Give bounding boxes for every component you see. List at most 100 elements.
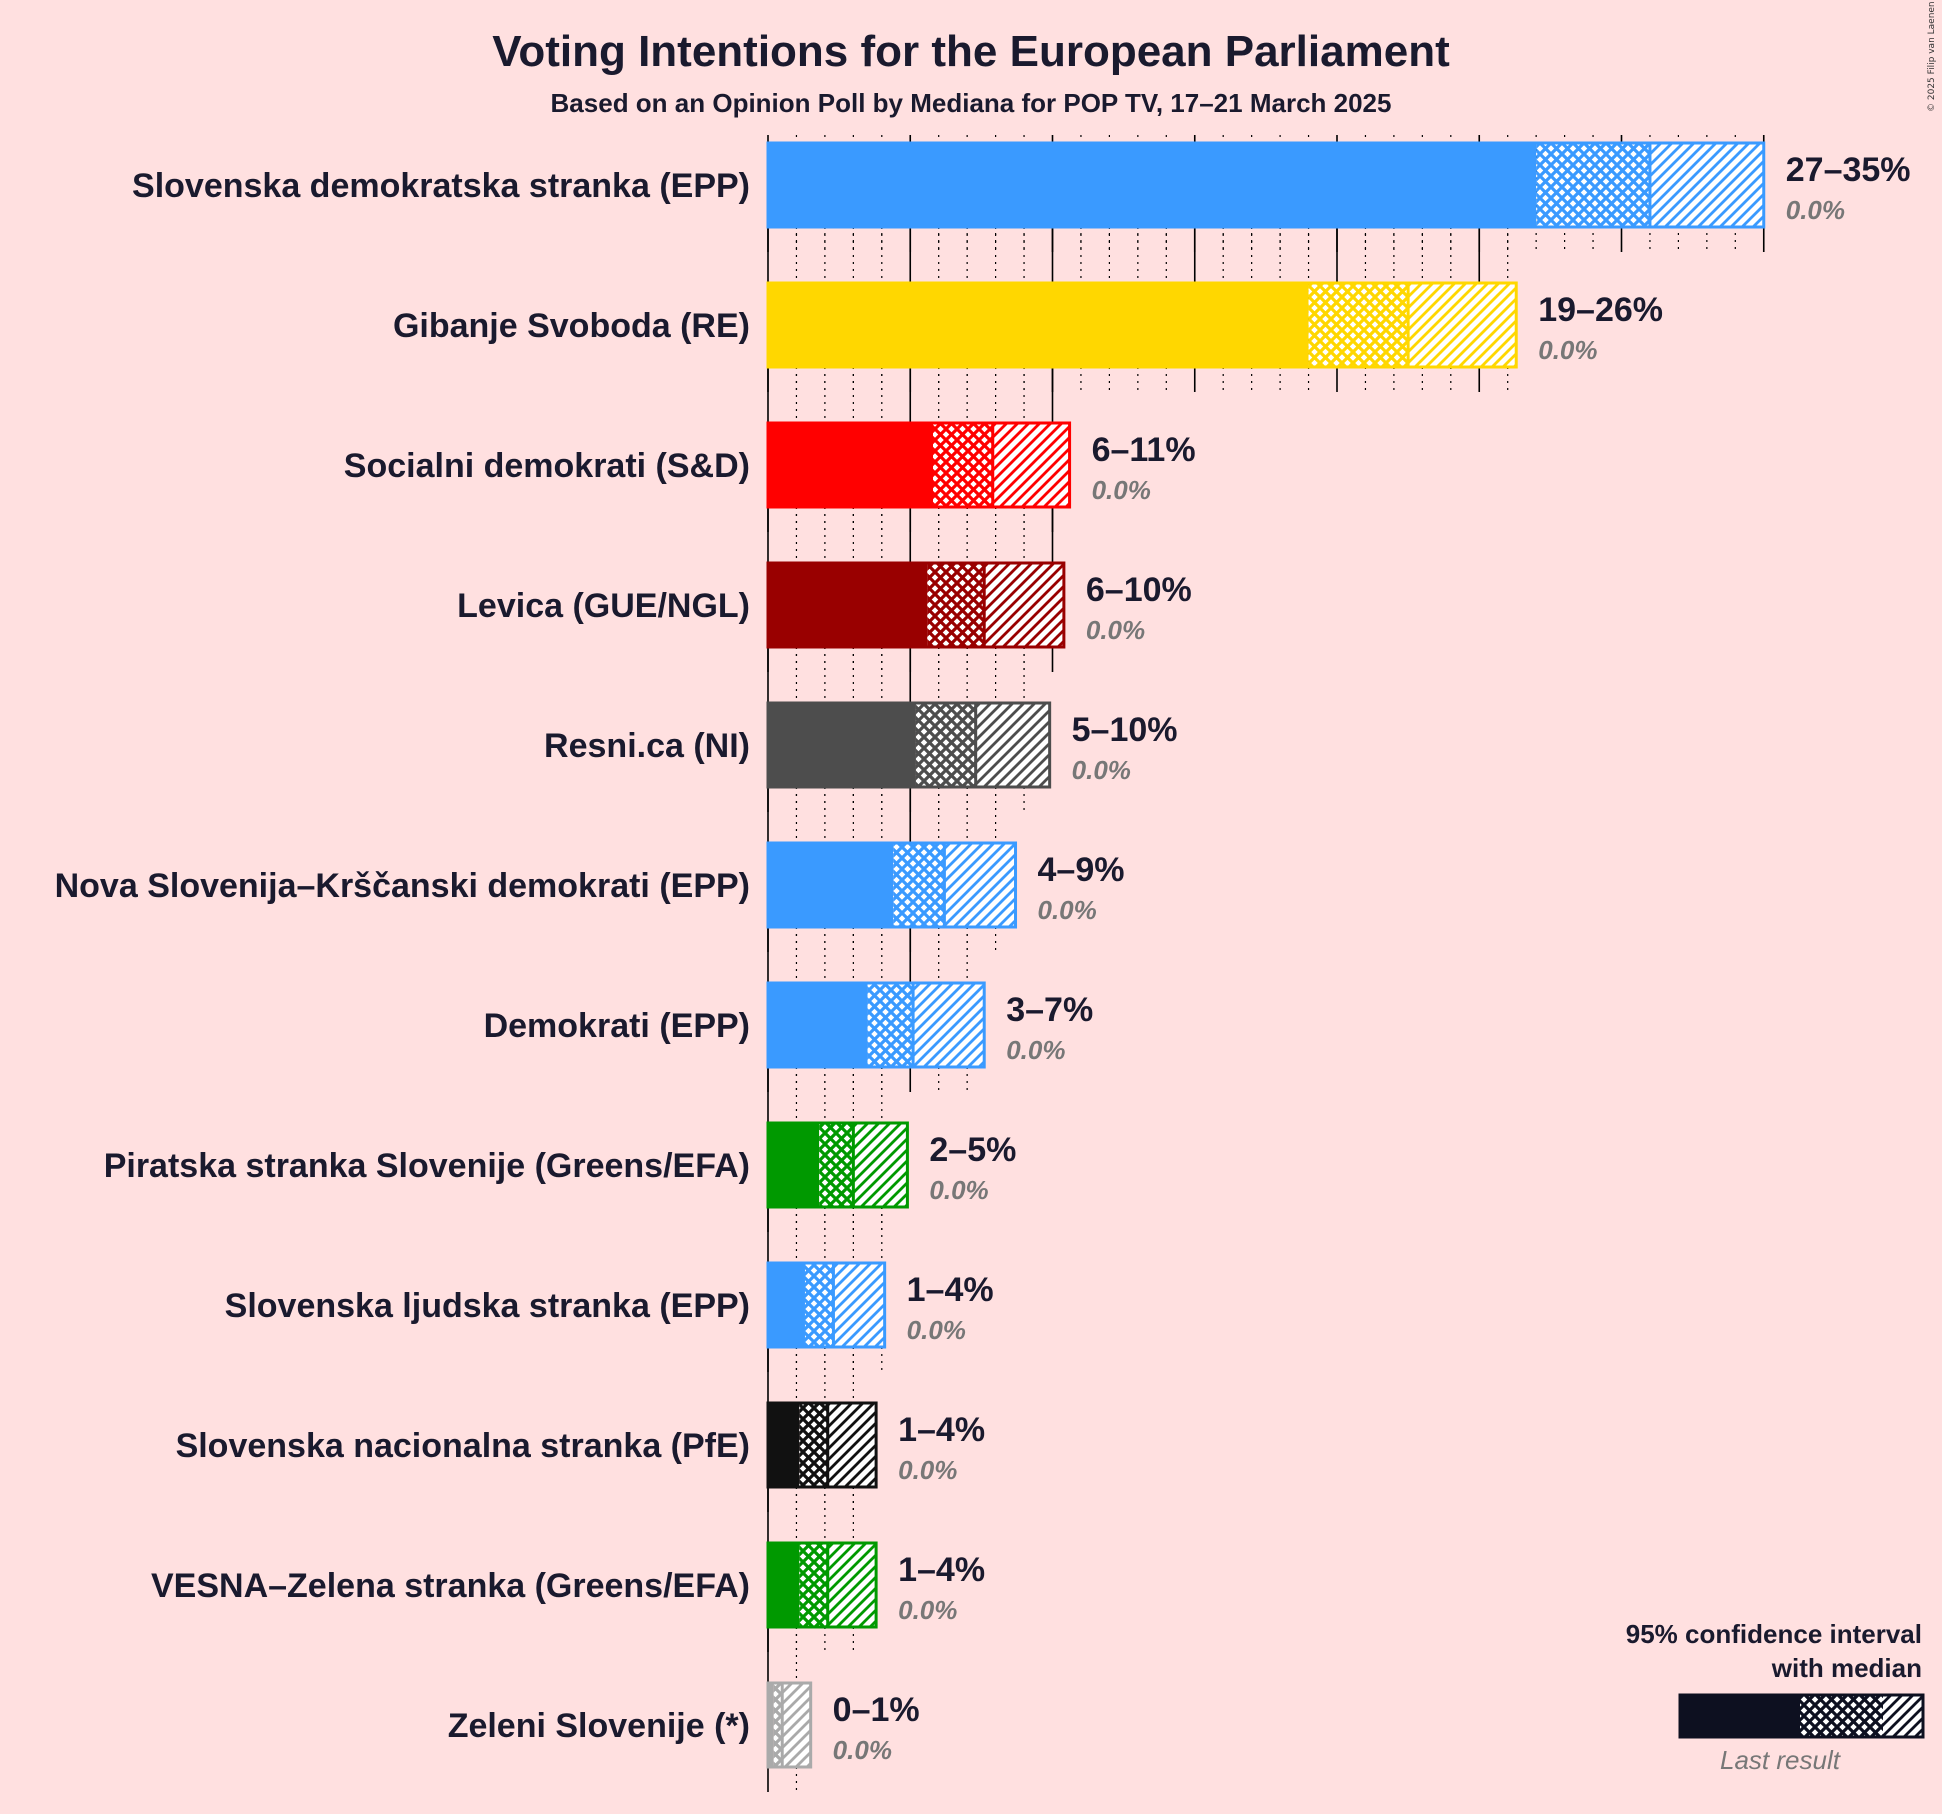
party-label: Piratska stranka Slovenije (Greens/EFA) — [104, 1147, 750, 1185]
chart-title: Voting Intentions for the European Parli… — [492, 27, 1450, 76]
last-result-label: 0.0% — [1006, 1035, 1065, 1065]
bar-row: Demokrati (EPP) 3–7% 0.0% — [484, 981, 1093, 1069]
bar-ci-lower — [933, 423, 993, 507]
party-label: Zeleni Slovenije (*) — [448, 1707, 750, 1745]
last-result-label: 0.0% — [1038, 895, 1097, 925]
last-result-label: 0.0% — [929, 1175, 988, 1205]
bar-row: VESNA–Zelena stranka (Greens/EFA) 1–4% 0.0… — [151, 1541, 985, 1629]
bar-outline — [766, 1681, 813, 1769]
bar-ci-upper — [1408, 283, 1517, 367]
copyright: © 2025 Filip van Laenen — [1927, 1, 1937, 112]
bar-ci-lower — [867, 983, 914, 1067]
legend-median-label: with median — [1771, 1653, 1922, 1683]
legend: 95% confidence interval with median Last… — [1626, 1619, 1925, 1775]
bar-outline — [766, 1401, 878, 1489]
range-label: 19–26% — [1538, 291, 1663, 329]
bar-ci-upper — [975, 703, 1050, 787]
gridlines — [767, 135, 1765, 1792]
bars-group: Slovenska demokratska stranka (EPP) 27–35… — [55, 141, 1911, 1769]
range-label: 4–9% — [1038, 851, 1125, 889]
bar-outline — [766, 981, 986, 1069]
bar-solid — [768, 143, 1537, 227]
range-label: 0–1% — [833, 1691, 920, 1729]
bar-outline — [766, 281, 1518, 369]
party-label: VESNA–Zelena stranka (Greens/EFA) — [151, 1567, 750, 1605]
party-label: Nova Slovenija–Krščanski demokrati (EPP) — [55, 867, 750, 905]
bar-ci-upper — [782, 1683, 811, 1767]
bar-ci-lower — [1536, 143, 1650, 227]
party-label: Slovenska demokratska stranka (EPP) — [132, 167, 750, 205]
bar-ci-lower — [1308, 283, 1409, 367]
bar-row: Slovenska ljudska stranka (EPP) 1–4% 0.0% — [225, 1261, 994, 1349]
range-label: 3–7% — [1006, 991, 1093, 1029]
bar-ci-lower — [804, 1263, 834, 1347]
bar-ci-lower — [927, 563, 985, 647]
party-label: Resni.ca (NI) — [544, 727, 750, 765]
party-label: Gibanje Svoboda (RE) — [393, 307, 750, 345]
bar-solid — [768, 843, 894, 927]
bar-outline — [766, 561, 1066, 649]
bar-ci-lower — [799, 1543, 828, 1627]
range-label: 27–35% — [1786, 151, 1911, 189]
bar-ci-upper — [827, 1543, 877, 1627]
last-result-label: 0.0% — [1072, 755, 1131, 785]
bar-row: Slovenska nacionalna stranka (PfE) 1–4% 0.… — [176, 1401, 985, 1489]
party-label: Slovenska nacionalna stranka (PfE) — [176, 1427, 750, 1465]
legend-hatch-bar — [1883, 1695, 1923, 1737]
bar-row: Zeleni Slovenije (*) 0–1% 0.0% — [448, 1681, 920, 1769]
bar-row: Piratska stranka Slovenije (Greens/EFA) 2… — [104, 1121, 1016, 1209]
bar-row: Resni.ca (NI) 5–10% 0.0% — [544, 701, 1178, 789]
range-label: 1–4% — [898, 1551, 985, 1589]
bar-ci-lower — [893, 843, 945, 927]
bar-solid — [768, 1543, 800, 1627]
last-result-label: 0.0% — [833, 1735, 892, 1765]
bar-outline — [766, 701, 1052, 789]
bar-solid — [768, 1403, 800, 1487]
last-result-label: 0.0% — [907, 1315, 966, 1345]
range-label: 2–5% — [929, 1131, 1016, 1169]
legend-ci-label: 95% confidence interval — [1626, 1619, 1922, 1649]
party-label: Levica (GUE/NGL) — [457, 587, 750, 625]
bar-ci-lower — [773, 1683, 783, 1767]
bar-solid — [768, 1683, 774, 1767]
bar-row: Levica (GUE/NGL) 6–10% 0.0% — [457, 561, 1192, 649]
last-result-label: 0.0% — [1786, 195, 1845, 225]
last-result-label: 0.0% — [898, 1455, 957, 1485]
bar-row: Nova Slovenija–Krščanski demokrati (EPP)… — [55, 841, 1125, 929]
range-label: 1–4% — [907, 1271, 994, 1309]
last-result-label: 0.0% — [1092, 475, 1151, 505]
bar-solid — [768, 423, 934, 507]
bar-outline — [766, 1541, 878, 1629]
bar-solid — [768, 563, 928, 647]
bar-solid — [768, 983, 868, 1067]
bar-outline — [766, 841, 1018, 929]
bar-outline — [766, 141, 1766, 229]
bar-ci-lower — [799, 1403, 828, 1487]
bar-row: Socialni demokrati (S&D) 6–11% 0.0% — [344, 421, 1196, 509]
legend-last-label: Last result — [1720, 1745, 1842, 1775]
range-label: 6–11% — [1092, 431, 1196, 469]
bar-ci-lower — [915, 703, 976, 787]
bar-row: Gibanje Svoboda (RE) 19–26% 0.0% — [393, 281, 1663, 369]
bar-outline — [766, 1261, 887, 1349]
legend-solid-bar — [1680, 1695, 1800, 1737]
bar-outline — [766, 1121, 909, 1209]
bar-solid — [768, 703, 916, 787]
bar-ci-upper — [853, 1123, 908, 1207]
bar-row: Slovenska demokratska stranka (EPP) 27–35… — [132, 141, 1911, 229]
bar-ci-upper — [1649, 143, 1764, 227]
bar-solid — [768, 1263, 805, 1347]
range-label: 5–10% — [1072, 711, 1178, 749]
party-label: Socialni demokrati (S&D) — [344, 447, 750, 485]
bar-ci-lower — [819, 1123, 854, 1207]
range-label: 1–4% — [898, 1411, 985, 1449]
party-label: Demokrati (EPP) — [484, 1007, 750, 1045]
last-result-label: 0.0% — [1538, 335, 1597, 365]
bar-ci-upper — [833, 1263, 885, 1347]
bar-outline — [766, 421, 1072, 509]
bar-ci-upper — [944, 843, 1016, 927]
last-result-label: 0.0% — [1086, 615, 1145, 645]
bar-ci-upper — [984, 563, 1064, 647]
chart-subtitle: Based on an Opinion Poll by Mediana for … — [551, 88, 1392, 118]
